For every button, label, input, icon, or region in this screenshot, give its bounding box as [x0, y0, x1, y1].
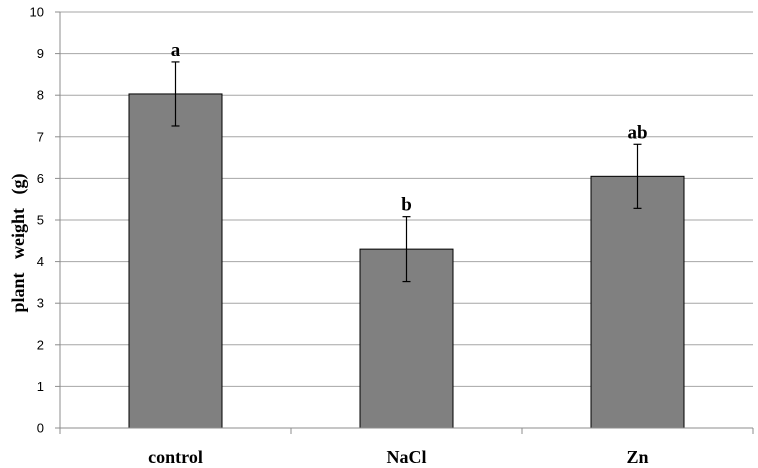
y-tick-label-2: 2	[37, 337, 44, 352]
x-category-label-Zn: Zn	[626, 447, 648, 467]
significance-label-NaCl: b	[401, 195, 412, 216]
bar-Zn	[590, 175, 685, 429]
bar-control	[128, 93, 223, 429]
y-tick-label-10: 10	[30, 5, 44, 20]
y-tick-label-8: 8	[37, 88, 44, 103]
y-tick-label-3: 3	[37, 296, 44, 311]
error-bars	[171, 61, 642, 283]
y-tick-label-0: 0	[37, 421, 44, 436]
y-tick-label-6: 6	[37, 171, 44, 186]
y-tick-label-9: 9	[37, 46, 44, 61]
x-category-label-control: control	[148, 447, 203, 467]
x-category-label-NaCl: NaCl	[387, 447, 427, 467]
significance-label-Zn: ab	[627, 122, 647, 143]
bars	[128, 93, 685, 429]
y-tick-label-1: 1	[37, 379, 44, 394]
x-axis-category-labels: control NaCl Zn	[148, 447, 648, 467]
x-axis	[59, 12, 754, 434]
significance-label-control: a	[171, 40, 181, 61]
y-tick-label-7: 7	[37, 129, 44, 144]
y-axis-label: plant weight (g)	[8, 173, 29, 312]
y-tick-label-5: 5	[37, 213, 44, 228]
y-axis-tick-labels: 0 1 2 3 4 5 6 7 8 9 10	[30, 5, 60, 436]
y-tick-label-4: 4	[37, 254, 44, 269]
